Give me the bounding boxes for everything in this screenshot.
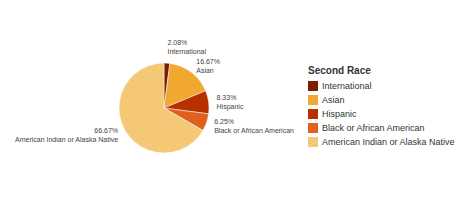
html-text:Second Race: Second Race (308, 64, 371, 76)
svg-text:2.08%International: 2.08%International (167, 39, 206, 55)
html-text:Black or African American: Black or African American (322, 122, 425, 133)
svg-text:16.67%Asian: 16.67%Asian (196, 58, 220, 74)
html-text:Asian: Asian (322, 94, 345, 105)
svg-text:8.33%Hispanic: 8.33%Hispanic (217, 94, 244, 111)
html-text:International: International (322, 80, 372, 91)
svg-text:6.25%Black or African American: 6.25%Black or African American (214, 118, 294, 134)
html-text:American Indian or Alaska Nati: American Indian or Alaska Native (322, 136, 455, 147)
svg-text:66.67%American Indian or Alask: 66.67%American Indian or Alaska Native (15, 127, 118, 143)
html-text:Hispanic: Hispanic (322, 108, 357, 119)
